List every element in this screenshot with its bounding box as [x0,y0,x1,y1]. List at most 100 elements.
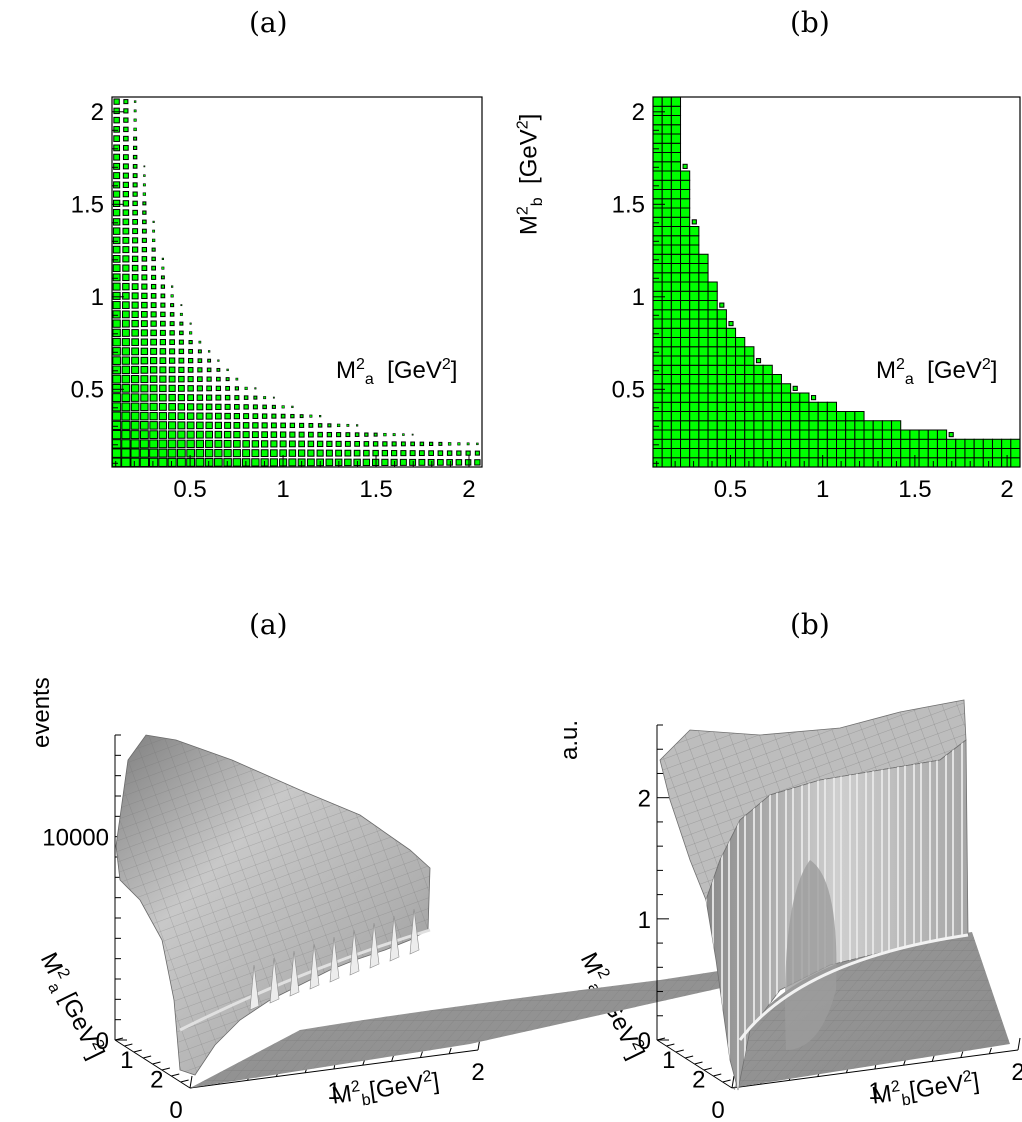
heatmap-bin [150,347,158,355]
heatmap-bin [159,348,167,355]
heatmap-bin [790,448,801,459]
heatmap-bin [661,309,672,320]
heatmap-bin [698,401,709,412]
heatmap-bin [272,396,275,399]
heatmap-bin [139,457,150,468]
heatmap-bin [817,438,828,449]
heatmap-bin [716,364,727,375]
heatmap-bin [419,441,425,447]
heatmap-bin [762,392,773,403]
z-tick-label: 2 [638,786,651,813]
heatmap-bin [150,302,157,309]
heatmap-bin [689,318,700,329]
heatmap-bin [130,420,140,430]
heatmap-bin [131,255,139,263]
heatmap-bin [689,429,700,440]
heatmap-bin [680,253,691,264]
heatmap-bin [159,375,167,383]
heatmap-bin [652,355,663,366]
heatmap-bin [177,430,186,439]
heatmap-bin [680,337,691,348]
heatmap-bin [261,413,268,419]
heatmap-bin [661,179,672,190]
panel-label-top-right: (b) [790,6,830,39]
heatmap-bin [196,421,204,430]
heatmap-bin [133,118,137,122]
heatmap-bin [243,404,249,410]
heatmap-bin [139,439,149,449]
heatmap-bin [927,429,938,440]
heatmap-bin [271,404,276,409]
heatmap-bin [661,392,672,403]
depth-tick [114,1037,124,1041]
heatmap-bin [326,431,333,438]
heatmap-bin [476,442,479,446]
heatmap-bin [689,355,700,366]
heatmap-bin [197,376,203,382]
heatmap-bin [195,430,204,439]
heatmap-bin [661,244,672,255]
heatmap-bin [854,420,865,431]
heatmap-bin [707,300,718,311]
heatmap-bin [168,384,176,392]
heatmap-bin [670,281,682,292]
heatmap-bin [790,392,801,403]
heatmap-bin [680,290,691,301]
heatmap-bin [139,448,149,458]
heatmap-bin [122,255,130,263]
heatmap-bin [698,318,709,329]
heatmap-bin [130,402,140,412]
heatmap-bin [881,438,893,449]
heatmap-bin [158,430,168,439]
heatmap-bin [863,457,874,468]
heatmap-bin [290,413,295,419]
heatmap-bin [652,207,663,218]
depth-tick [685,1055,694,1059]
heatmap-bin [753,401,764,412]
heatmap-bin [689,392,700,403]
heatmap-bin [918,457,929,468]
heatmap-bin [113,98,120,105]
heatmap-bin [682,163,688,169]
heatmap-bin [670,189,682,200]
heatmap-bin [112,383,122,393]
heatmap-bin [189,322,192,325]
y-tick-label: 2 [632,99,645,126]
heatmap-bin [826,420,838,431]
heatmap-bin [707,346,718,357]
heatmap-bin [317,431,323,438]
heatmap-bin [680,429,691,440]
heatmap-bin [142,183,146,187]
x-tick-label: 0.5 [173,476,206,503]
heatmap-bin [141,237,147,243]
heatmap-bin [691,219,697,225]
heatmap-bin [661,374,672,385]
heatmap-bin [207,350,211,353]
heatmap-bin [187,385,194,392]
heatmap-bin [214,421,222,429]
heatmap-bin [707,429,718,440]
heatmap-bin [661,355,672,366]
heatmap-bin [670,216,682,227]
heatmap-bin [122,282,130,291]
heatmap-bin [113,135,120,142]
heatmap-bin [946,457,957,468]
depth-tick [143,1055,152,1059]
heatmap-bin [652,346,663,357]
heatmap-bin [707,392,718,403]
heatmap-bin [234,404,240,410]
heatmap-bin [680,346,691,357]
heatmap-bin [670,263,682,274]
heatmap-bin [725,327,737,338]
heatmap-bin [689,420,700,431]
heatmap-bin [955,457,966,468]
heatmap-bin [680,318,691,329]
heatmap-bin [270,431,278,438]
y-tick-label: 1 [632,284,645,311]
heatmap-bin [113,153,121,161]
heatmap-bin [186,439,195,449]
heatmap-bin [121,384,131,393]
heatmap-bin [446,459,453,466]
heatmap-bin [133,109,137,113]
